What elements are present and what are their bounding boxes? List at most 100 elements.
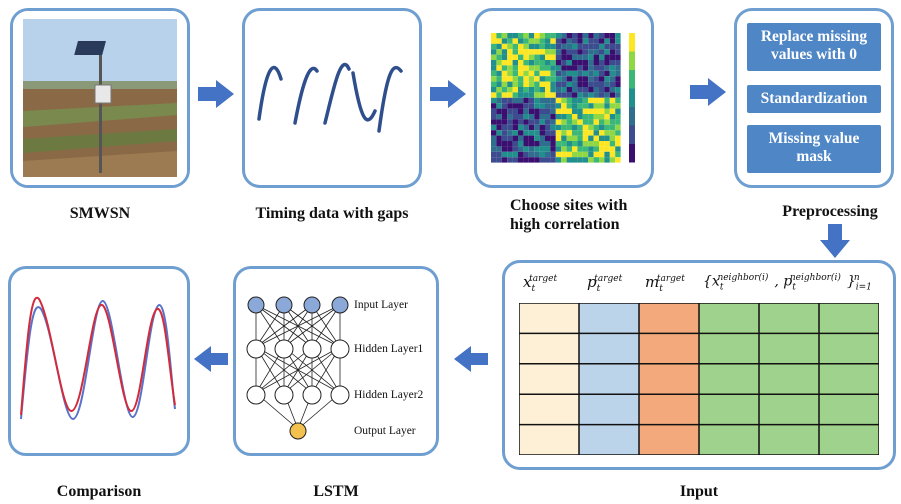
heatmap-cell [582,108,589,114]
heatmap-cell [555,124,562,131]
heatmap-cell [572,33,578,39]
heatmap-cell [491,38,497,44]
heatmap-cell [512,146,518,152]
heatmap-cell [534,92,540,98]
caption-timing: Timing data with gaps [255,205,409,222]
colorbar-segment [629,51,635,70]
heatmap-cell [491,157,497,163]
step-replace-missing: Replace missing values with 0 [747,23,881,71]
heatmap-cell [501,87,508,93]
colorbar-segment [629,70,635,89]
heatmap-cell [615,108,621,114]
heatmap-cell [523,87,529,93]
heatmap-cell [518,135,524,141]
heatmap-cell [523,124,529,131]
heatmap-cell [609,141,616,147]
heatmap-cell [566,92,572,98]
heatmap-cell [582,38,589,44]
heatmap-cell [496,141,502,147]
heatmap-cell [566,60,572,66]
heatmap-cell [615,43,621,50]
heatmap-cell [507,103,513,109]
heatmap-cell [582,81,589,87]
heatmap-cell [534,124,540,131]
input-panel: xttarget pttarget mttarget {xtneighbor(i… [502,260,896,470]
heatmap-cell [566,38,572,44]
heatmap-cell [561,60,567,66]
heatmap-cell [545,124,551,131]
heatmap-cell [566,65,572,71]
heatmap-cell [523,65,529,71]
heatmap-cell [599,43,605,50]
heatmap-cell [491,43,497,50]
heatmap-cell [555,43,562,50]
timing-panel [242,8,422,188]
heatmap-cell [593,119,599,125]
heatmap-cell [615,146,621,152]
heatmap-cell [555,70,562,77]
heatmap-cell [609,60,616,66]
heatmap-cell [609,33,616,39]
heatmap-cell [507,97,513,104]
heatmap-cell [593,65,599,71]
heatmap-cell [545,65,551,71]
caption-lstm: LSTM [313,483,359,500]
heatmap-cell [501,49,508,55]
heatmap-cell [582,33,589,39]
step-missing-mask: Missing value mask [747,125,881,173]
heatmap-cell [518,87,524,93]
heatmap-cell [561,97,567,104]
heatmap-cell [593,130,599,136]
heatmap-cell [501,103,508,109]
heatmap-cell [491,92,497,98]
grid-column [579,303,639,455]
heatmap-cell [593,97,599,104]
heatmap-cell [615,114,621,120]
heatmap-cell [528,38,535,44]
heatmap-cell [534,135,540,141]
heatmap-cell [550,43,556,50]
heatmap-cell [545,76,551,82]
heatmap-cell [572,81,578,87]
heatmap-cell [545,151,551,158]
heatmap-cell [588,76,594,82]
heatmap-cell [528,54,535,60]
heatmap-cell [491,76,497,82]
label-output-layer: Output Layer [354,425,416,437]
heatmap-cell [577,146,583,152]
heatmap-cell [550,108,556,114]
heatmap-cell [512,124,518,131]
heatmap-cell [507,43,513,50]
heatmap-cell [604,49,610,55]
heatmap-cell [491,60,497,66]
heatmap-cell [550,49,556,55]
heatmap-cell [615,151,621,158]
heatmap-cell [588,81,594,87]
heatmap-cell [496,157,502,163]
heatmap-cell [566,43,572,50]
heatmap-cell [572,49,578,55]
heatmap-cell [566,49,572,55]
heatmap-cell [615,141,621,147]
heatmap-cell [539,60,545,66]
heatmap-cell [599,81,605,87]
heatmap-cell [496,135,502,141]
heatmap-cell [507,135,513,141]
heatmap-cell [609,108,616,114]
heatmap-cell [545,157,551,163]
heatmap-cell [507,60,513,66]
heatmap-cell [550,146,556,152]
heatmap-cell [518,49,524,55]
heatmap-cell [539,146,545,152]
heatmap-cell [577,119,583,125]
heatmap-cell [550,124,556,131]
heatmap-cell [550,130,556,136]
heatmap-cell [528,33,535,39]
heatmap-cell [545,97,551,104]
heatmap-cell [534,151,540,158]
heatmap-cell [539,157,545,163]
heatmap-cell [539,38,545,44]
heatmap-cell [582,70,589,77]
heatmap-cell [572,103,578,109]
heatmap-cell [599,54,605,60]
